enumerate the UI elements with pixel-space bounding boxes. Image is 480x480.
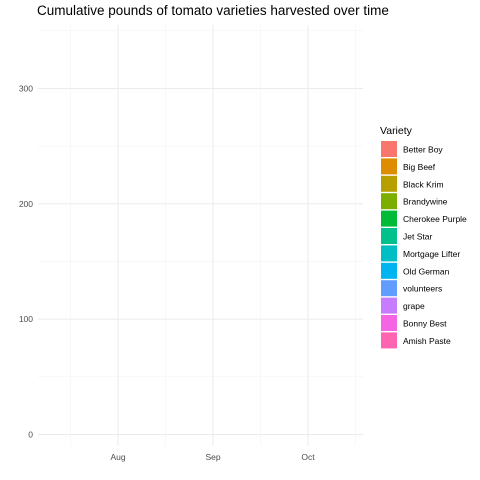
legend-label: Amish Paste: [403, 336, 451, 346]
legend-label: Old German: [403, 266, 450, 276]
legend-swatch: [381, 262, 397, 279]
legend-swatch: [381, 332, 397, 349]
legend-swatch: [381, 175, 397, 192]
plot-grid: [38, 25, 363, 446]
legend-swatch: [381, 280, 397, 297]
legend-title: Variety: [380, 125, 413, 137]
legend-label: Brandywine: [403, 197, 448, 207]
y-tick-label: 100: [19, 314, 33, 324]
legend-swatch: [381, 141, 397, 157]
legend-swatch: [381, 158, 397, 175]
legend-label: Better Boy: [403, 145, 443, 155]
legend-label: Jet Star: [403, 232, 432, 242]
chart-title: Cumulative pounds of tomato varieties ha…: [37, 3, 389, 18]
legend-label: Bonny Best: [403, 319, 447, 329]
legend-swatch: [381, 245, 397, 262]
y-tick-label: 200: [19, 199, 33, 209]
legend-swatch: [381, 315, 397, 331]
legend-label: Cherokee Purple: [403, 214, 467, 224]
x-tick-label: Sep: [205, 452, 220, 462]
legend-label: Black Krim: [403, 179, 444, 189]
legend-swatch: [381, 210, 397, 227]
axis-labels: 0 100 200 300 Aug Sep Oct: [19, 83, 315, 462]
legend-swatch: [381, 228, 397, 244]
legend-swatch: [381, 193, 397, 210]
x-tick-label: Aug: [110, 452, 125, 462]
legend-swatch: [381, 297, 397, 314]
y-tick-label: 300: [19, 83, 33, 93]
legend-label: Big Beef: [403, 162, 436, 172]
legend-label: volunteers: [403, 284, 442, 294]
y-tick-label: 0: [28, 429, 33, 439]
x-tick-label: Oct: [301, 452, 315, 462]
legend: Variety Better Boy Big Beef Black Krim Bran…: [380, 125, 467, 349]
legend-label: grape: [403, 301, 425, 311]
legend-label: Mortgage Lifter: [403, 249, 460, 259]
